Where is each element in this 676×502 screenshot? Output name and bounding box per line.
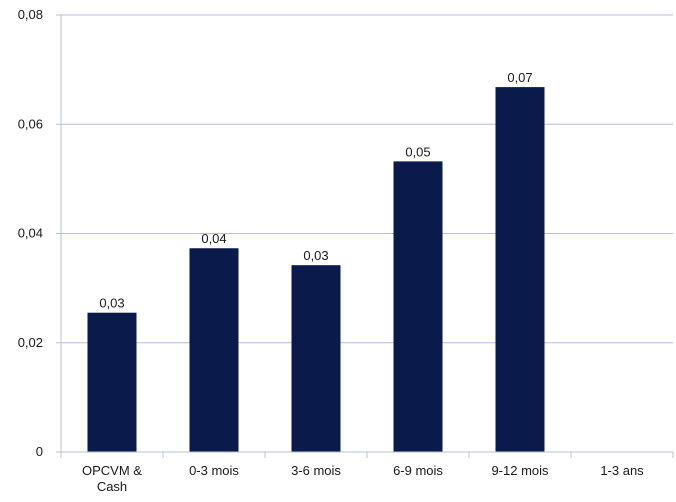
data-labels: 0,03 0,04 0,03 0,05 0,07	[99, 70, 532, 311]
data-label: 0,04	[201, 231, 226, 246]
data-label: 0,03	[303, 248, 328, 263]
x-tick-label: 9-12 mois	[491, 463, 549, 478]
bars	[87, 87, 545, 452]
bar	[87, 312, 137, 452]
bar	[189, 248, 239, 452]
x-axis-tick-labels: OPCVM &Cash 0-3 mois 3-6 mois 6-9 mois 9-12 …	[82, 463, 644, 494]
axes	[56, 14, 674, 458]
data-label: 0,05	[405, 144, 430, 159]
grid-lines	[61, 14, 673, 344]
bar	[495, 87, 545, 452]
x-tick-label: OPCVM &	[82, 463, 142, 478]
data-label: 0,03	[99, 296, 124, 311]
x-tick-label: 3-6 mois	[291, 463, 341, 478]
y-tick-label: 0	[36, 444, 43, 459]
y-tick-label: 0,08	[18, 7, 43, 22]
y-axis-tick-labels: 0 0,02 0,04 0,06 0,08	[18, 7, 43, 459]
y-tick-label: 0,06	[18, 116, 43, 131]
y-tick-label: 0,04	[18, 226, 43, 241]
data-label: 0,07	[507, 70, 532, 85]
y-tick-label: 0,02	[18, 335, 43, 350]
x-tick-label: 1-3 ans	[600, 463, 644, 478]
x-tick-label: 6-9 mois	[393, 463, 443, 478]
bar	[393, 161, 443, 452]
x-tick-label: 0-3 mois	[189, 463, 239, 478]
x-tick-label: Cash	[97, 479, 127, 494]
bar	[291, 265, 341, 452]
